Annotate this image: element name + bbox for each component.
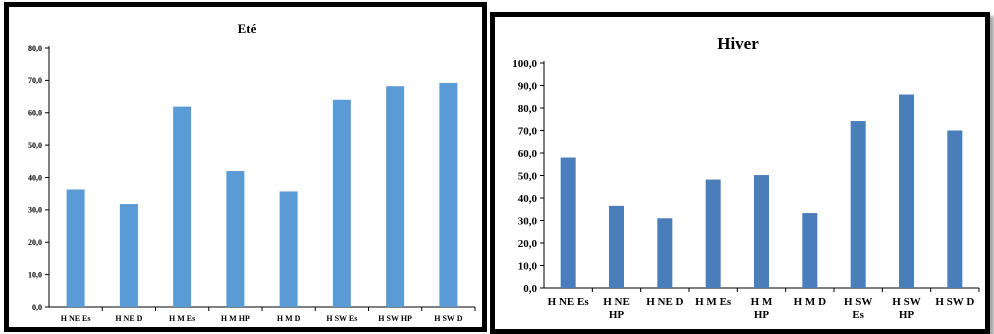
- x-tick-label: H SW Es: [844, 296, 872, 321]
- bar-h-sw-d: [947, 130, 963, 288]
- x-tick-label: H SW D: [935, 296, 974, 308]
- x-tick-label: H SW D: [434, 314, 463, 323]
- bar-h-sw-hp: [386, 86, 405, 307]
- chart-panel-hiver: Hiver 0,0 10,0 20,0 30,0 40,0 50,0 60,0 70,0 80,0…: [490, 12, 990, 334]
- y-tick-label: 60,0: [518, 148, 538, 160]
- x-tick-label: H NE HP: [603, 296, 630, 321]
- y-tick-label: 50,0: [28, 141, 42, 150]
- bar-h-m-es: [173, 106, 192, 307]
- chart-title: Hiver: [717, 34, 759, 53]
- y-tick-label: 70,0: [28, 76, 42, 85]
- bar-h-sw-hp: [899, 94, 914, 288]
- y-tick-label: 20,0: [28, 238, 42, 247]
- x-tick-label: H NE D: [646, 296, 683, 308]
- x-tick-label: H SW HP: [892, 296, 920, 321]
- x-tick-label: H M D: [277, 314, 301, 323]
- chart-ete: Eté 0,0 10,0 20,0 30,0 40,0 50,0 60,0 70,0 80,0 H …: [28, 21, 476, 323]
- y-tick-label: 70,0: [518, 125, 538, 137]
- x-tick-label: H M HP: [751, 296, 773, 321]
- x-tick-label: H NE Es: [61, 314, 91, 323]
- chart-title: Eté: [238, 21, 257, 36]
- x-tick-label: H M D: [794, 296, 826, 308]
- bar-h-m-hp: [754, 175, 769, 288]
- y-tick-label: 30,0: [518, 215, 538, 227]
- y-tick-label: 80,0: [28, 44, 42, 53]
- bar-h-m-es: [705, 179, 721, 288]
- x-tick-label: H M Es: [169, 314, 195, 323]
- bar-h-sw-d: [439, 82, 458, 307]
- y-tick-label: 40,0: [518, 193, 538, 205]
- y-tick-label: 30,0: [28, 206, 42, 215]
- y-tick-label: 50,0: [518, 170, 538, 182]
- x-tick-label: H NE Es: [548, 296, 590, 308]
- y-tick-label: 0,0: [32, 303, 42, 312]
- bar-h-m-d: [279, 191, 298, 307]
- bar-h-ne-es: [560, 157, 576, 288]
- y-tick-label: 40,0: [28, 173, 42, 182]
- x-tick-label: H M Es: [695, 296, 732, 308]
- bar-h-m-d: [802, 213, 818, 288]
- bar-h-ne-d: [119, 204, 138, 307]
- x-tick-label: H SW Es: [326, 314, 357, 323]
- y-tick-label: 10,0: [518, 260, 538, 272]
- y-tick-label: 20,0: [518, 238, 538, 250]
- x-tick-label: H NE D: [115, 314, 142, 323]
- bar-h-m-hp: [226, 171, 245, 307]
- bar-h-sw-es: [850, 121, 866, 288]
- bar-h-ne-es: [66, 189, 85, 307]
- chart-panel-ete: Eté 0,0 10,0 20,0 30,0 40,0 50,0 60,0 70,0 80,0 H …: [4, 2, 487, 332]
- y-tick-label: 100,0: [512, 58, 537, 70]
- y-tick-label: 60,0: [28, 109, 42, 118]
- x-tick-label: H M HP: [221, 314, 250, 323]
- chart-hiver: Hiver 0,0 10,0 20,0 30,0 40,0 50,0 60,0 70,0 80,0…: [512, 34, 980, 321]
- y-tick-label: 80,0: [518, 103, 538, 115]
- y-tick-label: 90,0: [518, 80, 538, 92]
- bar-h-sw-es: [332, 99, 351, 307]
- x-tick-label: H SW HP: [378, 314, 412, 323]
- bar-h-ne-hp: [609, 205, 624, 288]
- y-tick-label: 0,0: [523, 283, 537, 295]
- bar-h-ne-d: [657, 218, 673, 288]
- y-tick-label: 10,0: [28, 270, 42, 279]
